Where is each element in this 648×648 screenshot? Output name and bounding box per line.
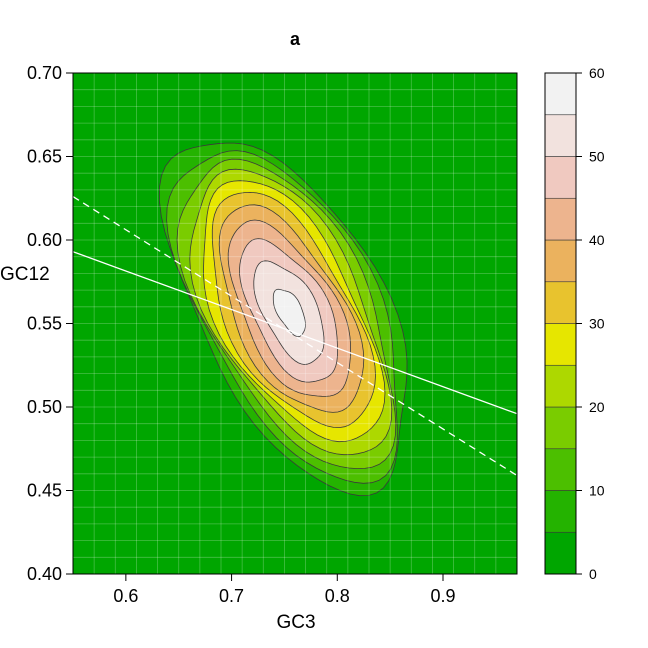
- y-tick-label: 0.55: [27, 314, 62, 334]
- y-tick-label: 0.45: [27, 481, 62, 501]
- y-tick-label: 0.65: [27, 147, 62, 167]
- colorbar-band: [544, 406, 577, 450]
- colorbar-band: [544, 490, 577, 533]
- y-tick-label: 0.70: [27, 63, 62, 83]
- colorbar-tick-label: 40: [589, 232, 605, 248]
- colorbar-tick-label: 10: [589, 483, 605, 499]
- colorbar-band: [544, 197, 577, 241]
- x-axis: 0.6 0.7 0.8 0.9: [113, 574, 456, 606]
- x-tick-label: 0.9: [430, 586, 455, 606]
- colorbar-band: [544, 448, 577, 491]
- density-contours: [159, 142, 408, 497]
- x-tick-label: 0.7: [219, 586, 244, 606]
- grid-lines: [73, 73, 517, 574]
- colorbar-tick-label: 30: [589, 316, 605, 332]
- x-axis-title: GC3: [276, 612, 315, 633]
- colorbar-band: [544, 239, 577, 283]
- colorbar-tick-label: 20: [589, 399, 605, 415]
- dashed-regression-line: [73, 196, 517, 477]
- colorbar-band: [544, 323, 577, 366]
- contour-level-55: [272, 288, 306, 338]
- y-tick-label: 0.40: [27, 564, 62, 584]
- colorbar: 0 10 20 30 40 50 60: [544, 65, 605, 582]
- colorbar-tick-label: 0: [589, 566, 597, 582]
- colorbar-band: [544, 364, 577, 408]
- plot-area: [72, 72, 518, 575]
- colorbar-band: [544, 281, 577, 324]
- colorbar-band: [544, 72, 577, 116]
- colorbar-tick-label: 60: [589, 65, 605, 81]
- solid-regression-line: [73, 251, 517, 415]
- colorbar-band: [544, 114, 577, 157]
- colorbar-band: [544, 156, 577, 199]
- y-axis-title: GC12: [0, 264, 50, 285]
- x-tick-label: 0.6: [113, 586, 138, 606]
- y-axis: 0.40 0.45 0.50 0.55 0.60 0.65 0.70: [27, 63, 73, 584]
- regression-lines: [73, 196, 517, 477]
- x-tick-label: 0.8: [325, 586, 350, 606]
- y-tick-label: 0.60: [27, 230, 62, 250]
- chart-title: a: [290, 29, 301, 49]
- colorbar-band: [544, 531, 577, 575]
- colorbar-tick-label: 50: [589, 149, 605, 165]
- y-tick-label: 0.50: [27, 397, 62, 417]
